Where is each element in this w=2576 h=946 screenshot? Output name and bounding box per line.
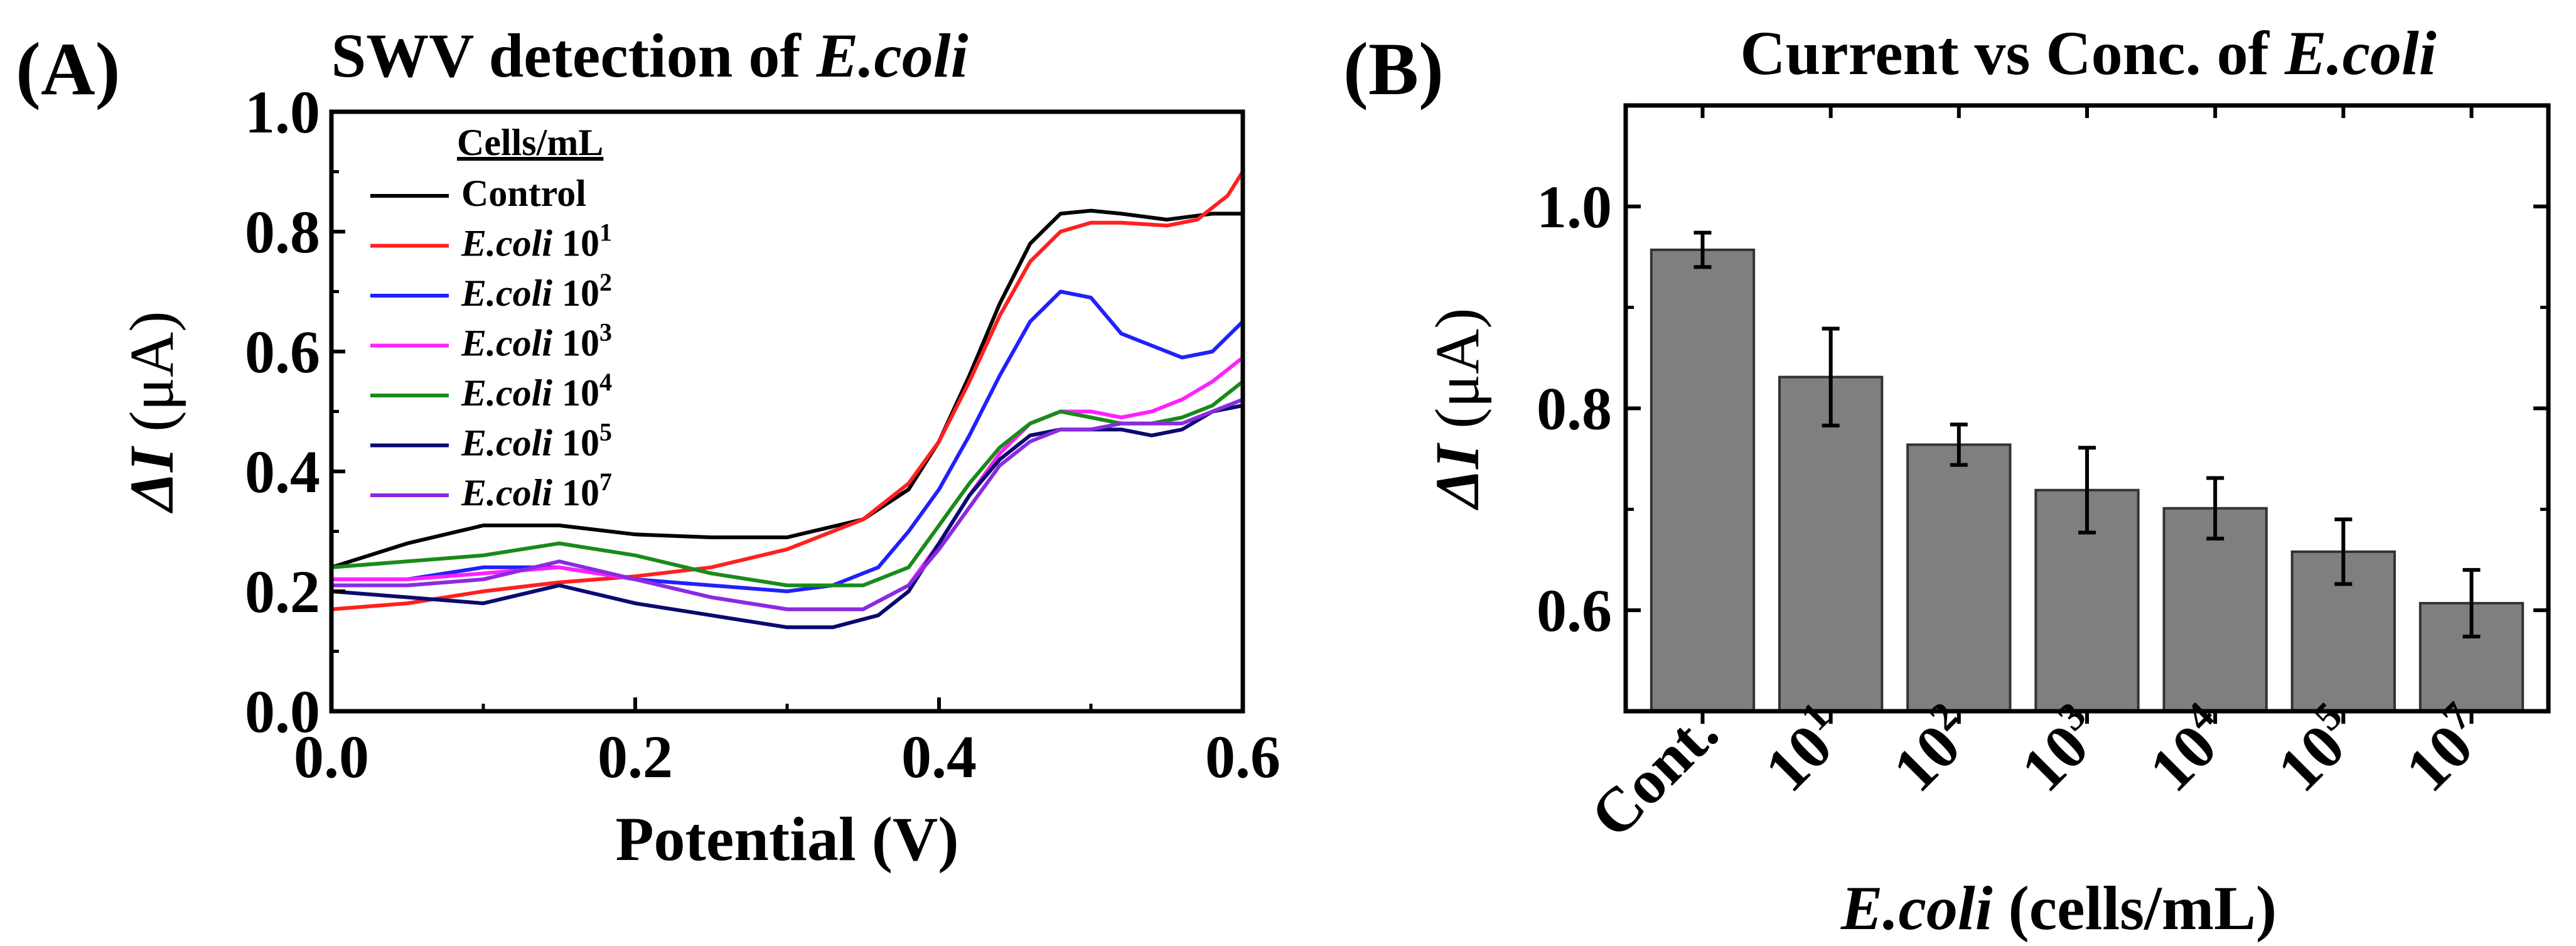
y-tick-label: 0.4 (245, 438, 320, 505)
panel-b-y-axis-label: ΔI (μA) (1422, 308, 1492, 510)
panel-b-ticks (1626, 105, 2548, 724)
panel-b-y-tick-labels: 0.6 0.8 1.0 (1537, 173, 1612, 644)
legend-title: Cells/mL (457, 122, 603, 163)
y-tick-label: 0.6 (1537, 577, 1612, 644)
panel-b-x-axis-label: E.coli (cells/mL) (1840, 873, 2277, 943)
y-tick-label: 0.6 (245, 318, 320, 385)
panel-a-x-tick-labels: 0.0 0.2 0.4 0.6 (294, 723, 1280, 790)
panel-b-title: Current vs Conc. of E.coli (1740, 18, 2436, 88)
panel-a-y-tick-labels: 0.0 0.2 0.4 0.6 0.8 1.0 (245, 78, 320, 745)
legend-entry-label: E.coli 103 (461, 318, 612, 364)
series-line (331, 397, 1244, 611)
bar (1906, 443, 2012, 713)
x-tick-label: 0.4 (901, 723, 977, 790)
legend-entry-label: E.coli 107 (461, 468, 612, 513)
panel-b-label: (B) (1343, 27, 1444, 110)
panel-a-y-axis-label: ΔI (μA) (117, 311, 186, 513)
panel-b: (B) Current vs Conc. of E.coli 0.6 0.8 1.0… (1343, 18, 2551, 943)
panel-a-title: SWV detection of E.coli (331, 21, 969, 90)
legend-entry-label: E.coli 104 (461, 368, 612, 414)
bar (1650, 248, 1756, 713)
y-tick-label: 0.2 (245, 558, 320, 625)
y-tick-label: 0.8 (245, 198, 320, 266)
legend-entry-label: E.coli 101 (461, 218, 612, 264)
x-tick-label: 0.6 (1205, 723, 1280, 790)
legend-entry-label: Control (461, 173, 586, 214)
legend-entry-label: E.coli 105 (461, 418, 612, 464)
y-tick-label: 1.0 (1537, 173, 1612, 240)
panel-a-series (331, 170, 1245, 630)
panel-a-label: (A) (16, 27, 121, 110)
x-tick-label: 0.2 (598, 723, 673, 790)
y-tick-label: 0.8 (1537, 375, 1612, 443)
x-tick-label: Cont. (1577, 697, 1731, 851)
legend-entry-label: E.coli 102 (461, 268, 612, 314)
panel-a-ticks (330, 110, 1245, 713)
panel-b-error-bars (1693, 230, 2481, 638)
y-tick-label: 1.0 (245, 78, 320, 146)
x-tick-label: 0.0 (294, 723, 369, 790)
panel-a: (A) SWV detection of E.coli Cells/mL Con… (16, 21, 1280, 874)
panel-a-x-axis-label: Potential (V) (615, 804, 958, 874)
y-tick-label: 0.0 (245, 678, 320, 745)
panel-b-x-tick-labels: Cont. 101 102 103 104 105 107 (1577, 693, 2486, 851)
series-line (331, 170, 1245, 611)
series-line (331, 404, 1243, 630)
